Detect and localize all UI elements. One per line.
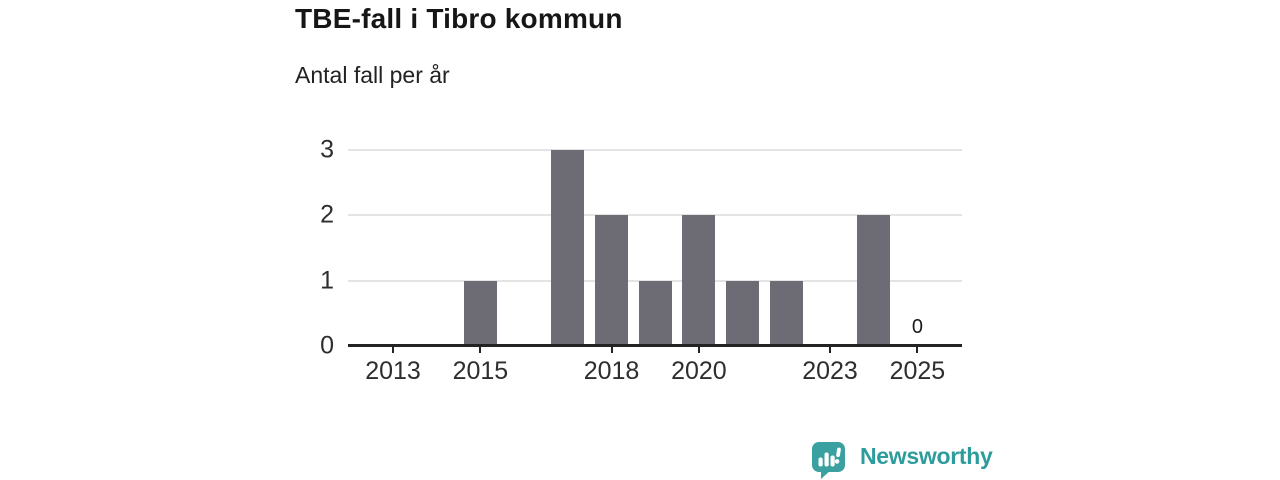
x-tick-label-2023: 2023 [802, 357, 858, 385]
x-axis-line [348, 344, 962, 347]
newsworthy-logo: Newsworthy [811, 441, 993, 479]
y-tick-label-0: 0 [320, 331, 334, 360]
bar-2022 [769, 280, 803, 346]
value-label-2025: 0 [911, 316, 923, 338]
bar-2019 [638, 280, 672, 346]
x-tick-label-2018: 2018 [583, 357, 640, 385]
x-tick-2015 [479, 346, 482, 353]
chart-subtitle: Antal fall per år [295, 62, 450, 88]
x-tick-2023 [829, 346, 831, 353]
gridline-y3 [348, 149, 962, 151]
bar-2020 [682, 215, 716, 346]
bar-2018 [595, 215, 628, 346]
gridline-y2 [348, 214, 962, 217]
x-tick-2025 [916, 346, 919, 353]
bar-2021 [726, 280, 760, 346]
bar-2017 [551, 150, 585, 346]
x-tick-2018 [610, 346, 613, 353]
y-tick-label-1: 1 [320, 266, 334, 295]
chart-title: TBE-fall i Tibro kommun [295, 3, 623, 34]
x-tick-label-2020: 2020 [671, 357, 727, 385]
x-tick-2013 [392, 346, 394, 353]
y-tick-label-2: 2 [320, 200, 334, 229]
y-tick-label-3: 3 [320, 135, 334, 164]
x-tick-label-2013: 2013 [365, 357, 421, 385]
plot-area: 2013 2015 2018 2020 2023 2025 0 [348, 149, 962, 384]
gridline-y1 [348, 279, 962, 282]
exclamation-mark [834, 447, 841, 464]
bar-2024 [857, 215, 891, 346]
x-tick-label-2025: 2025 [889, 357, 946, 385]
bar-2015 [463, 280, 497, 346]
x-tick-2020 [697, 346, 700, 353]
x-tick-label-2015: 2015 [452, 357, 509, 385]
newsworthy-icon [812, 442, 845, 479]
newsworthy-logo-text: Newsworthy [860, 442, 993, 469]
